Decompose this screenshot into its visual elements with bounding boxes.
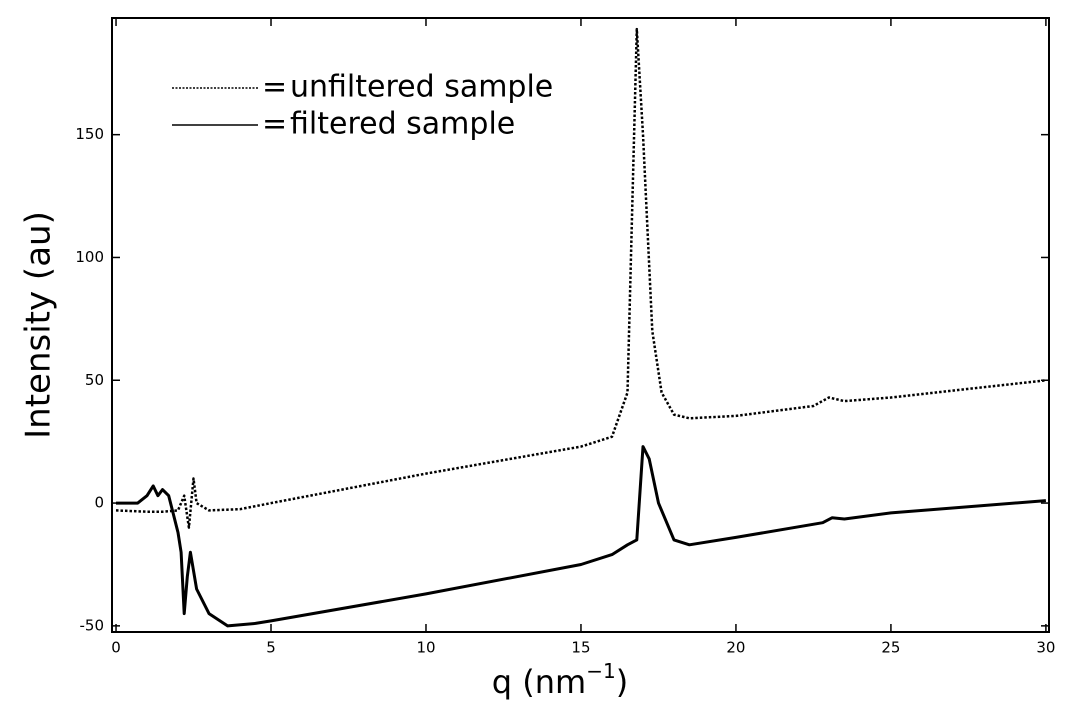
legend-label: unfiltered sample <box>290 70 553 105</box>
y-tick-label: 150 <box>75 125 104 143</box>
x-tick-label: 25 <box>881 639 900 657</box>
x-tick-label: 15 <box>571 639 590 657</box>
x-label-suffix: ) <box>616 663 628 701</box>
plot-frame <box>111 17 1050 633</box>
y-tick-label: 0 <box>94 494 104 512</box>
y-axis-label: Intensity (au) <box>19 211 59 439</box>
y-tick-label: 100 <box>75 248 104 266</box>
series-line <box>115 27 1047 529</box>
x-tick-label: 0 <box>111 639 121 657</box>
legend-prefix: = <box>262 107 287 142</box>
x-tick-label: 10 <box>416 639 435 657</box>
legend-label: filtered sample <box>290 107 515 142</box>
y-tick-label: 50 <box>85 371 104 389</box>
x-tick-label: 30 <box>1036 639 1055 657</box>
x-tick-label: 5 <box>266 639 276 657</box>
x-label-text: q (nm <box>492 663 586 701</box>
x-tick-label: 20 <box>726 639 745 657</box>
series-line <box>116 445 1047 628</box>
y-tick-label: -50 <box>80 616 105 634</box>
x-axis-label: q (nm−1) <box>492 659 628 702</box>
legend-prefix: = <box>262 70 287 105</box>
x-label-sup: −1 <box>586 659 615 683</box>
